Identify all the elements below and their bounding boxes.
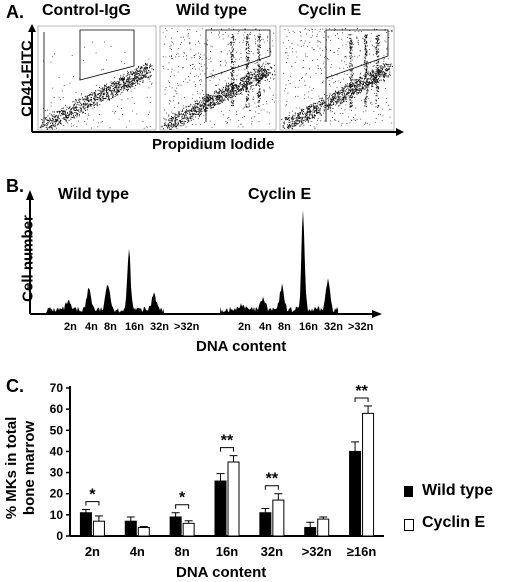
x-tick-label: >32n (302, 544, 332, 559)
bar-wild-type (349, 450, 362, 537)
bar-cyclin-e (227, 461, 240, 537)
gate-polygon (205, 29, 271, 79)
mk-bar-chart: 0 10 20 30 40 50 60 70 2n * 4n 8n * 16n ** 32n ** >32n ≥16… (50, 381, 384, 559)
legend-swatch-cyclin-e (404, 519, 414, 531)
scatter-points (39, 41, 155, 130)
gate-polygon (325, 29, 389, 79)
y-tick-label: 20 (50, 487, 64, 501)
plot-title-wild-type: Wild type (176, 2, 247, 19)
hist-title-wild-type: Wild type (58, 186, 129, 203)
hist-tick-label: 2n (64, 321, 77, 333)
significance-marker: * (89, 487, 96, 504)
panel-c-label: C. (6, 376, 24, 396)
hist-tick-label: 8n (104, 321, 117, 333)
y-tick-label: 30 (50, 466, 64, 480)
histogram-wild-type (46, 248, 164, 314)
significance-marker: * (179, 490, 186, 507)
panel-c-xlabel: DNA content (176, 564, 267, 581)
hist-tick-label: 8n (278, 321, 291, 333)
x-tick-label: 16n (216, 544, 238, 559)
hist-tick-label: >32n (348, 321, 374, 333)
y-tick-label: 0 (56, 529, 63, 543)
legend: Wild type Cyclin E (404, 482, 516, 542)
y-tick-label: 40 (50, 444, 64, 458)
panel-b-xlabel: DNA content (196, 338, 287, 355)
plot-title-control-igg: Control-IgG (42, 2, 131, 19)
bar-wild-type (259, 512, 272, 537)
x-tick-label: 32n (261, 544, 283, 559)
hist-tick-label: 2n (238, 321, 251, 333)
significance-bracket (85, 501, 100, 506)
legend-label-cyclin-e: Cyclin E (422, 514, 486, 531)
panel-a-xlabel: Propidium Iodide (152, 136, 275, 153)
hist-tick-label: 4n (259, 321, 272, 333)
bar-cyclin-e (182, 522, 195, 537)
plot-title-cyclin-e: Cyclin E (298, 2, 362, 19)
hist-tick-label: 32n (150, 321, 169, 333)
dot-plot-1 (37, 25, 157, 131)
bar-wild-type (79, 512, 92, 537)
y-tick-label: 50 (50, 423, 64, 437)
hist-tick-label: 32n (324, 321, 343, 333)
significance-marker: ** (266, 471, 279, 488)
bar-cyclin-e (272, 499, 285, 537)
y-tick-label: 70 (50, 381, 64, 395)
legend-swatch-wild-type (404, 486, 413, 497)
bar-wild-type (304, 527, 317, 537)
significance-marker: ** (221, 433, 234, 450)
hist-tick-label: 16n (299, 321, 318, 333)
significance-marker: ** (355, 383, 368, 400)
flow-cytometry-plots (28, 24, 404, 136)
significance-bracket (175, 504, 190, 509)
dna-histograms: 2n 4n 8n 16n 32n >32n 2n 4n 8n 16n 32n >32n (26, 190, 382, 333)
bar-cyclin-e (362, 412, 375, 537)
panel-b-label: B. (6, 176, 24, 196)
dot-plot-2 (159, 25, 277, 131)
significance-bracket (264, 485, 279, 490)
x-tick-label: ≥16n (347, 544, 377, 559)
hist-tick-label: 16n (125, 321, 144, 333)
y-tick-label: 60 (50, 402, 64, 416)
significance-bracket (220, 447, 234, 452)
scatter-points (281, 28, 393, 130)
histogram-cyclin-e (220, 209, 338, 314)
hist-tick-label: >32n (174, 321, 200, 333)
x-tick-label: 2n (85, 544, 100, 559)
y-tick-label: 10 (50, 508, 64, 522)
panel-a-label: A. (6, 2, 24, 22)
scatter-points (161, 28, 276, 130)
bar-wild-type (124, 520, 137, 537)
bar-cyclin-e (137, 527, 150, 537)
x-tick-label: 8n (175, 544, 190, 559)
gate-polygon (79, 29, 135, 81)
hist-tick-label: 4n (85, 321, 98, 333)
bar-wild-type (214, 480, 227, 537)
significance-bracket (354, 397, 369, 402)
legend-label-wild-type: Wild type (422, 482, 493, 499)
bar-cyclin-e (92, 520, 105, 537)
bar-cyclin-e (317, 518, 330, 537)
x-tick-label: 4n (130, 544, 145, 559)
hist-title-cyclin-e: Cyclin E (248, 186, 312, 203)
bar-wild-type (169, 516, 182, 537)
dot-plot-3 (279, 25, 395, 131)
